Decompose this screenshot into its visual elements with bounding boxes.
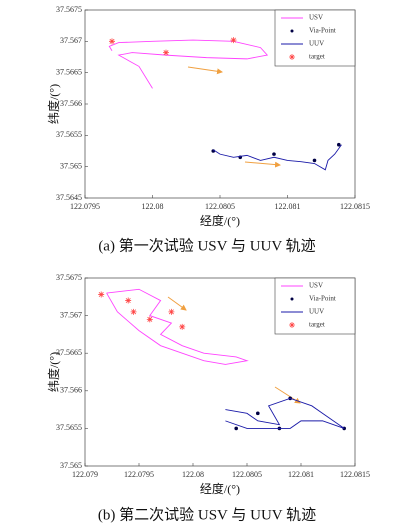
x-tick-label: 122.0815 (340, 470, 370, 479)
y-tick-label: 37.5665 (56, 67, 82, 76)
y-tick-label: 37.5675 (56, 273, 82, 282)
y-tick-label: 37.567 (60, 310, 82, 319)
target-marker (230, 37, 237, 44)
x-tick-label: 122.0805 (232, 470, 262, 479)
x-tick-label: 122.081 (275, 202, 301, 211)
x-tick-label: 122.08 (142, 202, 164, 211)
legend-label: USV (309, 282, 323, 290)
y-tick-label: 37.5655 (56, 130, 82, 139)
legend-label: UUV (309, 40, 324, 48)
via-point (312, 158, 317, 163)
x-axis-label: 经度/(°) (200, 213, 240, 228)
x-tick-label: 122.081 (288, 470, 314, 479)
legend-swatch (289, 322, 295, 328)
legend: USV Via-Point UUV target (274, 277, 356, 335)
x-tick-label: 122.079 (72, 470, 98, 479)
legend-label: target (309, 53, 325, 61)
legend-label: UUV (309, 308, 324, 316)
y-tick-label: 37.565 (60, 161, 82, 170)
legend-box (274, 9, 356, 67)
y-tick-label: 37.566 (60, 99, 82, 108)
y-tick-label: 37.5665 (56, 348, 82, 357)
direction-arrow (167, 296, 187, 311)
trajectory (225, 397, 345, 429)
legend: USV Via-Point UUV target (274, 9, 356, 67)
x-tick-label: 122.08 (182, 470, 204, 479)
y-tick-label: 37.5655 (56, 423, 82, 432)
asterisk (130, 308, 137, 315)
target-marker (125, 297, 132, 304)
y-tick-label: 37.566 (60, 386, 82, 395)
target-marker (163, 49, 169, 56)
via-point (255, 411, 260, 416)
y-tick-label: 37.565 (60, 461, 82, 470)
asterisk (168, 308, 175, 315)
legend-box (274, 277, 356, 335)
asterisk (179, 323, 186, 330)
legend-swatch (290, 29, 294, 33)
trajectory (213, 144, 342, 171)
plot-area (84, 277, 356, 467)
asterisk (125, 297, 132, 304)
x-axis-label: 经度/(°) (200, 481, 240, 496)
via-point (337, 142, 341, 147)
x-tick-label: 122.0805 (205, 202, 235, 211)
trajectory (108, 39, 269, 89)
x-tick-label: 122.0815 (340, 202, 370, 211)
y-axis-label: 纬度/(°) (46, 352, 61, 392)
caption: (a) 第一次试验 USV 与 UUV 轨迹 (98, 236, 315, 254)
target-marker (146, 316, 153, 323)
asterisk (163, 49, 169, 56)
x-tick-label: 122.0795 (124, 470, 154, 479)
y-tick-label: 37.5645 (56, 193, 82, 202)
legend-swatch (289, 54, 295, 60)
asterisk (98, 291, 105, 298)
asterisk (109, 38, 115, 45)
direction-arrow (187, 66, 223, 75)
y-tick-label: 37.5675 (56, 5, 82, 14)
target-marker (109, 38, 115, 45)
legend-label: Via-Point (309, 295, 336, 303)
target-marker (179, 323, 186, 330)
target-marker (98, 291, 105, 298)
legend-label: USV (309, 14, 323, 22)
x-tick-label: 122.0795 (70, 202, 100, 211)
legend-label: Via-Point (309, 27, 336, 35)
asterisk (146, 316, 153, 323)
direction-arrow (244, 161, 281, 168)
caption: (b) 第二次试验 USV 与 UUV 轨迹 (98, 505, 316, 523)
legend-label: target (309, 321, 325, 329)
y-tick-label: 37.567 (60, 36, 82, 45)
asterisk (230, 37, 237, 44)
target-marker (130, 308, 137, 315)
trajectory (106, 288, 249, 365)
legend-swatch (290, 297, 294, 301)
y-axis-label: 纬度/(°) (46, 84, 61, 124)
via-point (272, 152, 276, 156)
target-marker (168, 308, 175, 315)
via-point (234, 426, 238, 431)
